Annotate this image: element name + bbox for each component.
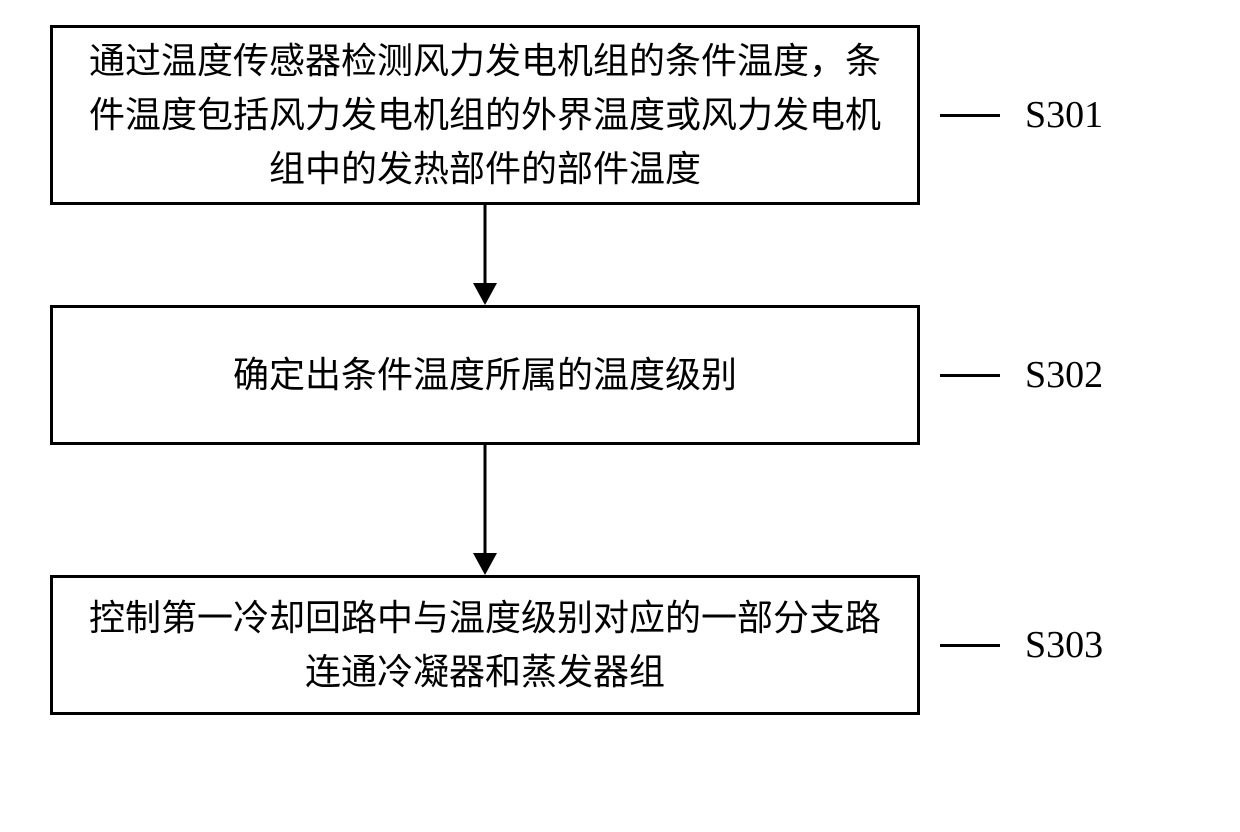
- step-row-1: 通过温度传感器检测风力发电机组的条件温度，条件温度包括风力发电机组的外界温度或风…: [50, 25, 1190, 205]
- label-connector-s301: S301: [940, 93, 1103, 137]
- tick-line: [940, 374, 1000, 377]
- step-label: S301: [1025, 93, 1103, 137]
- step-text: 确定出条件温度所属的温度级别: [233, 348, 737, 402]
- step-label: S303: [1025, 623, 1103, 667]
- arrow-icon: [465, 445, 505, 575]
- tick-line: [940, 114, 1000, 117]
- step-label: S302: [1025, 353, 1103, 397]
- step-row-2: 确定出条件温度所属的温度级别 S302: [50, 305, 1190, 445]
- arrow-2: [50, 445, 920, 575]
- arrow-icon: [465, 205, 505, 305]
- step-text: 控制第一冷却回路中与温度级别对应的一部分支路连通冷凝器和蒸发器组: [83, 591, 887, 699]
- flowchart-container: 通过温度传感器检测风力发电机组的条件温度，条件温度包括风力发电机组的外界温度或风…: [50, 25, 1190, 715]
- tick-line: [940, 644, 1000, 647]
- step-box-s301: 通过温度传感器检测风力发电机组的条件温度，条件温度包括风力发电机组的外界温度或风…: [50, 25, 920, 205]
- step-row-3: 控制第一冷却回路中与温度级别对应的一部分支路连通冷凝器和蒸发器组 S303: [50, 575, 1190, 715]
- step-text: 通过温度传感器检测风力发电机组的条件温度，条件温度包括风力发电机组的外界温度或风…: [83, 34, 887, 196]
- label-connector-s303: S303: [940, 623, 1103, 667]
- label-connector-s302: S302: [940, 353, 1103, 397]
- step-box-s302: 确定出条件温度所属的温度级别: [50, 305, 920, 445]
- arrow-1: [50, 205, 920, 305]
- step-box-s303: 控制第一冷却回路中与温度级别对应的一部分支路连通冷凝器和蒸发器组: [50, 575, 920, 715]
